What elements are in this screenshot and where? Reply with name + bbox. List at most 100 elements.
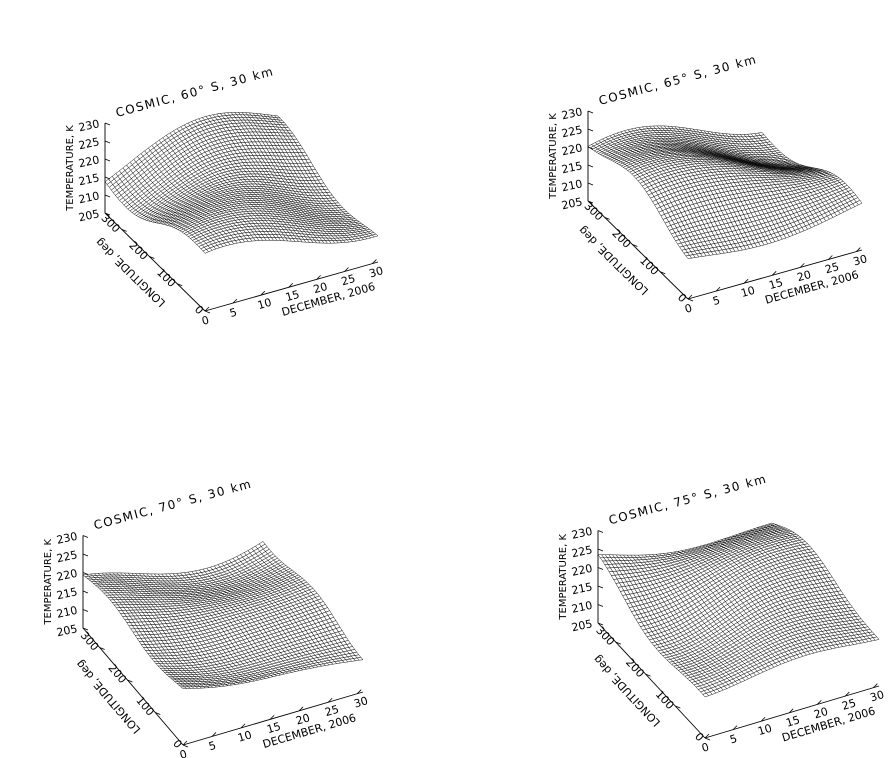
x-tick-label: 0 <box>683 301 693 315</box>
y-tick <box>660 271 666 275</box>
z-tick <box>104 140 111 144</box>
z-axis-label: TEMPERATURE, K <box>548 113 559 200</box>
x-tick <box>182 740 188 746</box>
x-axis-line <box>687 249 863 300</box>
z-tick-label: 210 <box>560 177 583 194</box>
z-tick <box>82 572 89 575</box>
y-tick-label: 100 <box>154 266 178 290</box>
x-tick <box>760 716 766 722</box>
x-tick <box>269 715 275 720</box>
x-tick-label: 5 <box>711 294 721 308</box>
z-tick-label: 215 <box>560 159 583 176</box>
z-tick <box>82 627 89 631</box>
z-tick <box>587 110 594 114</box>
y-tick <box>645 673 651 677</box>
x-tick <box>788 708 794 714</box>
z-tick-label: 230 <box>77 117 100 134</box>
y-tick-label: 200 <box>623 656 647 680</box>
x-tick <box>260 290 266 296</box>
x-tick-label: 0 <box>178 747 188 758</box>
z-tick <box>587 146 594 150</box>
z-tick <box>104 212 111 216</box>
z-tick <box>587 164 594 168</box>
y-tick-label: 200 <box>609 227 633 251</box>
z-tick-label: 205 <box>560 195 583 212</box>
z-tick-label: 210 <box>77 189 100 206</box>
y-tick <box>704 737 711 741</box>
chart-title: COSMIC, 60° S, 30 km <box>114 64 275 120</box>
z-tick <box>82 590 89 594</box>
z-tick-label: 215 <box>570 580 593 597</box>
x-tick <box>743 278 749 284</box>
x-tick-label: 5 <box>228 306 238 320</box>
y-tick-label: 100 <box>637 254 661 278</box>
z-tick-label: 230 <box>560 105 583 122</box>
z-tick-label: 230 <box>55 530 78 547</box>
surface-mesh <box>597 522 880 698</box>
z-tick-label: 220 <box>570 562 593 579</box>
z-tick <box>597 530 604 533</box>
x-tick-label: 10 <box>756 722 773 738</box>
x-tick-label: 15 <box>767 276 784 292</box>
z-tick <box>587 200 594 204</box>
z-tick-label: 230 <box>570 525 593 542</box>
y-tick <box>149 256 155 259</box>
y-tick <box>615 641 621 645</box>
y-tick-label: 300 <box>99 211 123 235</box>
y-tick <box>177 283 183 287</box>
x-tick <box>356 689 362 694</box>
z-tick <box>104 176 111 180</box>
x-tick-label: 20 <box>294 711 311 727</box>
chart-title: COSMIC, 75° S, 30 km <box>607 472 768 528</box>
x-tick-label: 10 <box>739 284 756 300</box>
z-tick <box>597 604 604 607</box>
x-tick-label: 0 <box>700 740 710 754</box>
y-tick <box>182 744 189 748</box>
x-axis-line <box>204 261 379 312</box>
x-tick <box>204 306 210 312</box>
x-tick <box>687 294 693 300</box>
x-axis-line <box>182 691 364 746</box>
x-tick-label: 25 <box>340 272 357 288</box>
x-tick <box>828 255 833 260</box>
x-tick <box>372 259 377 264</box>
x-tick-label: 25 <box>824 260 841 276</box>
x-tick <box>856 247 861 252</box>
z-tick-label: 225 <box>570 543 593 560</box>
x-tick-label: 30 <box>368 264 385 280</box>
x-tick <box>704 733 710 739</box>
z-tick <box>104 194 111 198</box>
z-tick <box>597 585 604 589</box>
surface-mesh <box>82 541 364 689</box>
x-tick-label: 10 <box>236 728 253 744</box>
x-tick-label: 25 <box>840 696 857 712</box>
x-tick-label: 0 <box>200 313 210 327</box>
z-tick-label: 205 <box>77 207 100 224</box>
z-tick <box>82 535 89 538</box>
x-tick <box>799 263 805 268</box>
x-tick-label: 10 <box>256 296 273 312</box>
y-tick-label: 200 <box>126 239 150 263</box>
z-tick-label: 220 <box>55 567 78 584</box>
x-axis-line <box>704 685 880 739</box>
x-tick <box>845 691 850 697</box>
z-tick <box>597 548 604 552</box>
x-tick-label: 25 <box>323 703 340 719</box>
x-tick-label: 15 <box>784 713 801 729</box>
y-tick-label: 300 <box>78 629 102 653</box>
z-tick <box>587 182 594 186</box>
x-tick-label: 20 <box>312 280 329 296</box>
z-tick <box>104 158 111 162</box>
z-tick <box>597 567 604 570</box>
x-tick <box>232 298 238 304</box>
z-tick <box>597 622 604 626</box>
z-tick-label: 210 <box>55 604 78 621</box>
y-tick <box>204 310 211 314</box>
y-tick-label: 200 <box>106 662 130 686</box>
x-tick <box>715 286 721 292</box>
